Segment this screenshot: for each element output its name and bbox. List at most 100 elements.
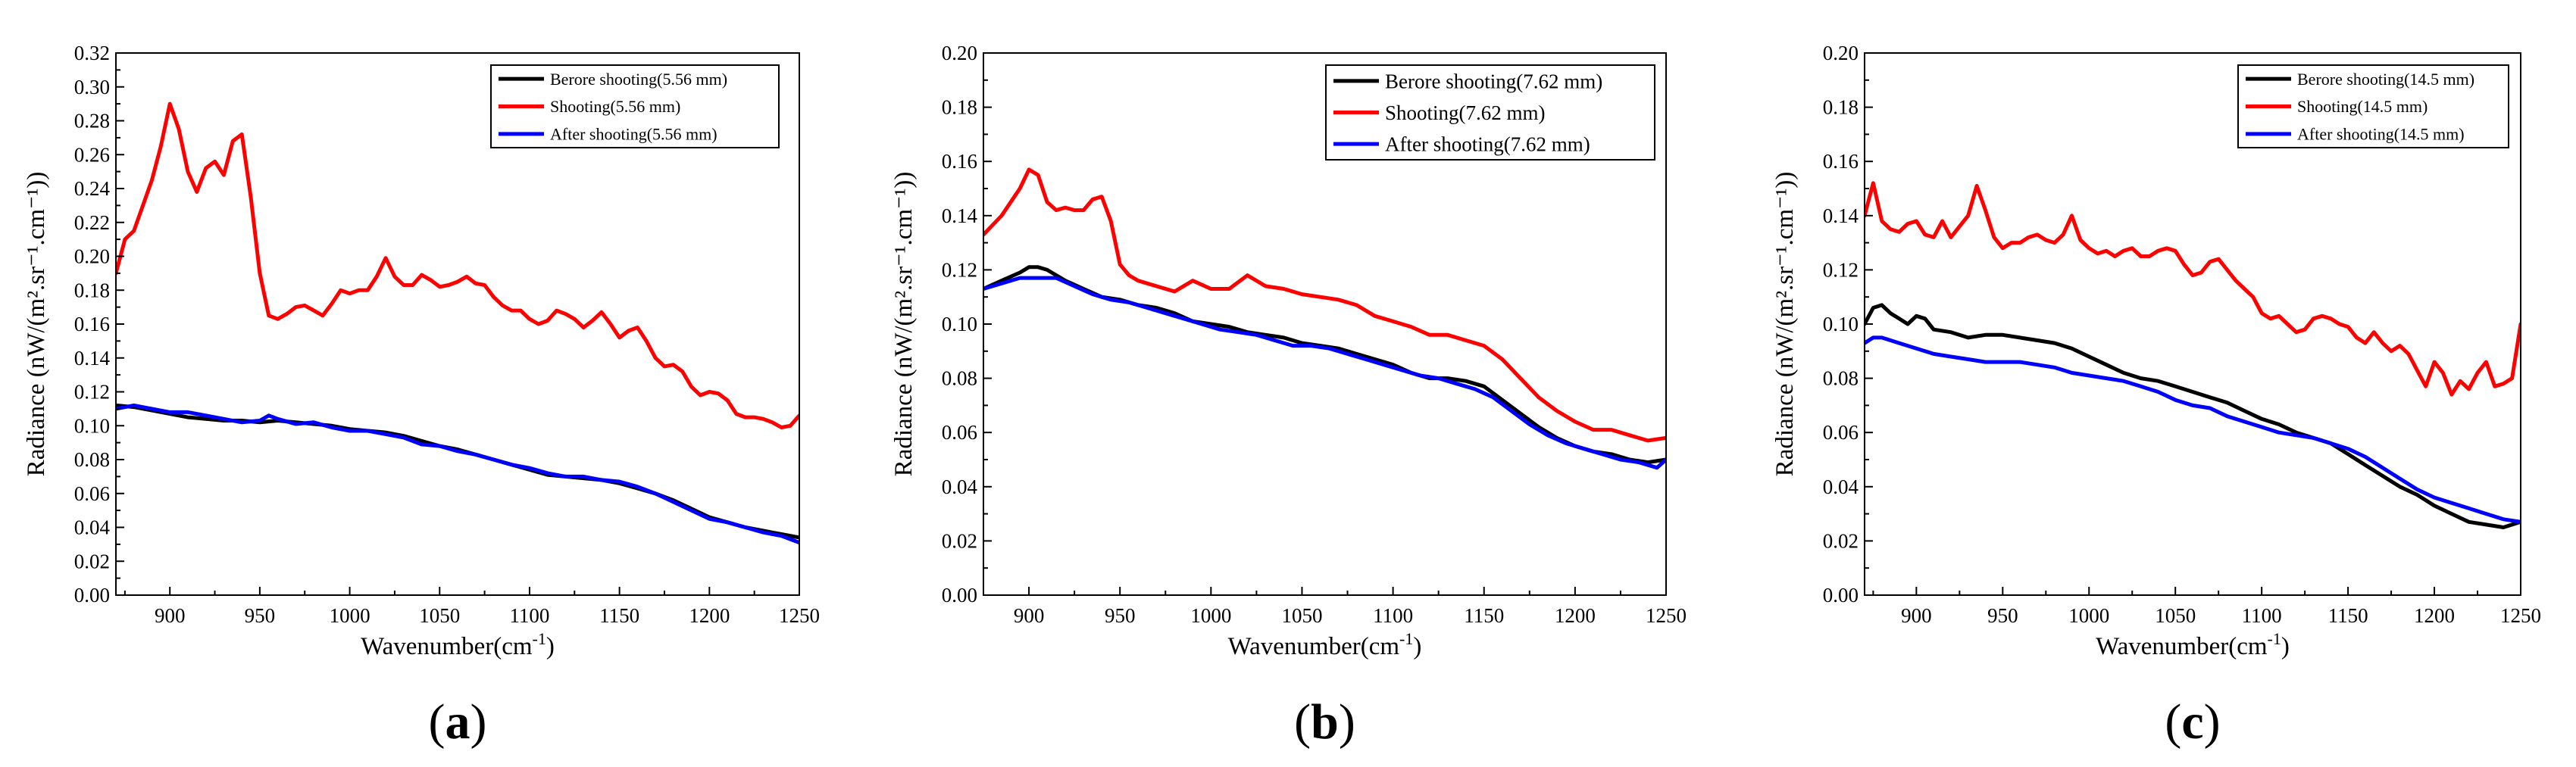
series-line-2 bbox=[116, 101, 799, 429]
x-tick-label: 1100 bbox=[509, 604, 549, 627]
y-tick-label: 0.12 bbox=[74, 381, 110, 404]
legend: Berore shooting(7.62 mm) Shooting(7.62 mm… bbox=[1325, 64, 1655, 161]
x-axis-title: Wavenumber(cm-1) bbox=[1228, 629, 1422, 660]
y-tick-label: 0.06 bbox=[74, 482, 110, 505]
y-tick-label: 0.02 bbox=[1823, 529, 1859, 552]
legend-box bbox=[1325, 64, 1655, 161]
y-tick-label: 0.14 bbox=[74, 347, 111, 369]
y-tick-label: 0.00 bbox=[1823, 584, 1859, 606]
panel-label: (b) bbox=[1294, 694, 1355, 750]
x-tick-label: 1250 bbox=[1646, 604, 1687, 627]
series-line-2 bbox=[983, 167, 1666, 443]
x-tick-label: 1150 bbox=[2328, 604, 2368, 627]
x-tick-label: 1200 bbox=[689, 604, 730, 627]
chart-panel-b: 0.00 0.02 0.04 0.06 0.08 0.10 0.12 0.14 0.16 0.18… bbox=[890, 42, 1687, 750]
y-tick-label: 0.16 bbox=[942, 150, 977, 173]
series-line-1 bbox=[1865, 303, 2521, 529]
series-group bbox=[983, 167, 1666, 470]
y-tick-label: 0.12 bbox=[942, 258, 977, 281]
x-tick-label: 1000 bbox=[1190, 604, 1231, 627]
x-tick-label: 1050 bbox=[1281, 604, 1322, 627]
y-axis-title: Radiance (nW/(m².sr⁻¹.cm⁻¹)) bbox=[890, 172, 918, 477]
y-tick-label: 0.28 bbox=[74, 110, 110, 133]
y-tick-label: 0.02 bbox=[942, 529, 977, 552]
y-tick-label: 0.02 bbox=[74, 550, 110, 572]
x-tick-label: 1150 bbox=[1464, 604, 1504, 627]
y-tick-label: 0.32 bbox=[74, 42, 110, 64]
series-line-3 bbox=[983, 276, 1666, 470]
y-tick-label: 0.04 bbox=[1823, 475, 1859, 498]
series-line-2 bbox=[1865, 181, 2521, 397]
x-tick-label: 900 bbox=[155, 604, 186, 627]
y-axis-title: Radiance (nW/(m².sr⁻¹.cm⁻¹)) bbox=[1771, 172, 1799, 477]
x-tick-label: 1050 bbox=[2155, 604, 2196, 627]
y-tick-label: 0.10 bbox=[1823, 313, 1859, 335]
chart-panel-a: 0.00 0.02 0.04 0.06 0.08 0.10 0.12 0.14 0.16 0.18… bbox=[23, 42, 820, 750]
y-tick-label: 0.08 bbox=[942, 367, 977, 390]
y-tick-label: 0.10 bbox=[942, 313, 977, 335]
y-tick-label: 0.08 bbox=[1823, 367, 1859, 390]
y-tick-label: 0.14 bbox=[1823, 204, 1859, 227]
series-group bbox=[1865, 181, 2521, 529]
y-tick-label: 0.20 bbox=[942, 42, 977, 64]
y-tick-label: 0.22 bbox=[74, 211, 110, 234]
legend: Berore shooting(5.56 mm) Shooting(5.56 mm… bbox=[490, 64, 780, 148]
legend-label: Berore shooting(7.62 mm) bbox=[1385, 70, 1602, 92]
y-tick-label: 0.04 bbox=[74, 516, 111, 539]
chart-panel-c: 0.00 0.02 0.04 0.06 0.08 0.10 0.12 0.14 0.16 0.18… bbox=[1771, 42, 2541, 750]
y-tick-label: 0.20 bbox=[1823, 42, 1859, 64]
legend-label: After shooting(14.5 mm) bbox=[2297, 125, 2465, 144]
x-tick-label: 1250 bbox=[779, 604, 820, 627]
y-tick-label: 0.30 bbox=[74, 76, 110, 98]
x-tick-label: 900 bbox=[1014, 604, 1045, 627]
y-tick-label: 0.06 bbox=[1823, 421, 1859, 444]
x-tick-label: 1100 bbox=[2242, 604, 2282, 627]
y-tick-label: 0.18 bbox=[74, 279, 110, 301]
series-line-3 bbox=[1865, 335, 2521, 524]
series-group bbox=[116, 101, 799, 545]
x-tick-label: 950 bbox=[245, 604, 276, 627]
x-axis-title: Wavenumber(cm-1) bbox=[361, 629, 555, 660]
legend-label: Berore shooting(5.56 mm) bbox=[550, 70, 727, 89]
x-tick-label: 1200 bbox=[2414, 604, 2455, 627]
x-tick-label: 900 bbox=[1901, 604, 1932, 627]
legend: Berore shooting(14.5 mm) Shooting(14.5 mm… bbox=[2237, 64, 2509, 148]
y-tick-label: 0.14 bbox=[942, 204, 978, 227]
y-tick-label: 0.24 bbox=[74, 177, 111, 200]
y-axis-title: Radiance (nW/(m².sr⁻¹.cm⁻¹)) bbox=[23, 172, 50, 477]
x-tick-label: 1050 bbox=[419, 604, 460, 627]
legend-label: After shooting(5.56 mm) bbox=[550, 125, 717, 144]
legend-label: Berore shooting(14.5 mm) bbox=[2297, 70, 2474, 89]
panel-label: (a) bbox=[429, 694, 487, 750]
x-tick-label: 950 bbox=[1105, 604, 1136, 627]
y-tick-label: 0.00 bbox=[74, 584, 110, 606]
x-tick-label: 1150 bbox=[599, 604, 639, 627]
y-tick-label: 0.20 bbox=[74, 245, 110, 268]
series-line-3 bbox=[116, 403, 799, 545]
legend-label: Shooting(7.62 mm) bbox=[1385, 101, 1546, 124]
y-tick-label: 0.00 bbox=[942, 584, 977, 606]
y-tick-label: 0.04 bbox=[942, 475, 978, 498]
y-tick-label: 0.26 bbox=[74, 143, 110, 166]
y-tick-label: 0.10 bbox=[74, 414, 110, 437]
x-tick-label: 1250 bbox=[2500, 604, 2541, 627]
legend-label: Shooting(14.5 mm) bbox=[2297, 97, 2428, 116]
series-line-1 bbox=[116, 403, 799, 540]
panel-label: (c) bbox=[2165, 694, 2220, 750]
x-tick-label: 1000 bbox=[2068, 604, 2109, 627]
y-tick-label: 0.18 bbox=[1823, 96, 1859, 119]
y-tick-label: 0.18 bbox=[942, 96, 977, 119]
legend-label: Shooting(5.56 mm) bbox=[550, 97, 680, 116]
y-tick-label: 0.06 bbox=[942, 421, 977, 444]
y-tick-label: 0.16 bbox=[74, 313, 110, 335]
x-tick-label: 950 bbox=[1987, 604, 2018, 627]
legend-label: After shooting(7.62 mm) bbox=[1385, 133, 1590, 156]
y-tick-label: 0.08 bbox=[74, 448, 110, 471]
x-tick-label: 1200 bbox=[1555, 604, 1596, 627]
x-axis-title: Wavenumber(cm-1) bbox=[2096, 629, 2290, 660]
x-tick-label: 1100 bbox=[1373, 604, 1413, 627]
x-tick-label: 1000 bbox=[330, 604, 370, 627]
y-tick-label: 0.16 bbox=[1823, 150, 1859, 173]
y-tick-label: 0.12 bbox=[1823, 258, 1859, 281]
